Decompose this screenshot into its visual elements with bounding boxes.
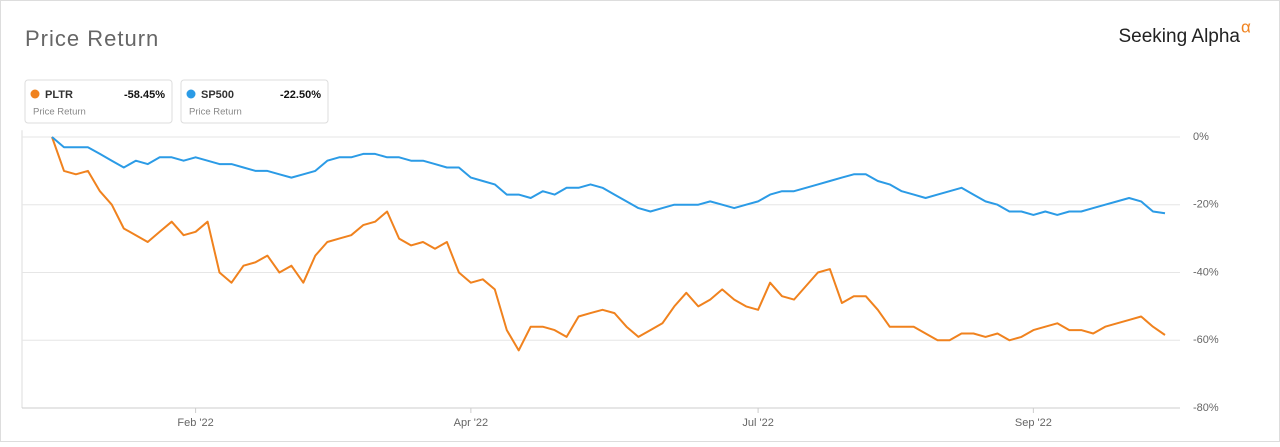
legend-sublabel: Price Return [33, 107, 86, 118]
legend-sublabel: Price Return [189, 107, 242, 118]
x-tick-label: Sep '22 [1015, 417, 1052, 429]
legend-marker [186, 89, 196, 99]
y-tick-label: -20% [1193, 199, 1219, 211]
legend-value: -22.50% [280, 89, 321, 101]
legend-box [24, 79, 173, 124]
y-tick-label: -40% [1193, 266, 1219, 278]
series-line [51, 136, 1166, 352]
brand: Seeking Alpha [1119, 26, 1241, 47]
y-tick-label: -60% [1193, 334, 1219, 346]
legend-marker [30, 89, 40, 99]
x-tick-label: Apr '22 [454, 417, 489, 429]
y-tick-label: 0% [1193, 131, 1209, 143]
brand-mark: α [1241, 17, 1251, 36]
y-tick-label: -80% [1193, 402, 1219, 414]
chart-title: Price Return [25, 26, 159, 51]
x-tick-label: Feb '22 [177, 417, 213, 429]
legend-name: SP500 [201, 89, 234, 101]
legend-box [180, 79, 329, 124]
x-tick-label: Jul '22 [742, 417, 773, 429]
legend-name: PLTR [45, 89, 73, 101]
series-line [51, 136, 1166, 216]
legend-value: -58.45% [124, 89, 165, 101]
